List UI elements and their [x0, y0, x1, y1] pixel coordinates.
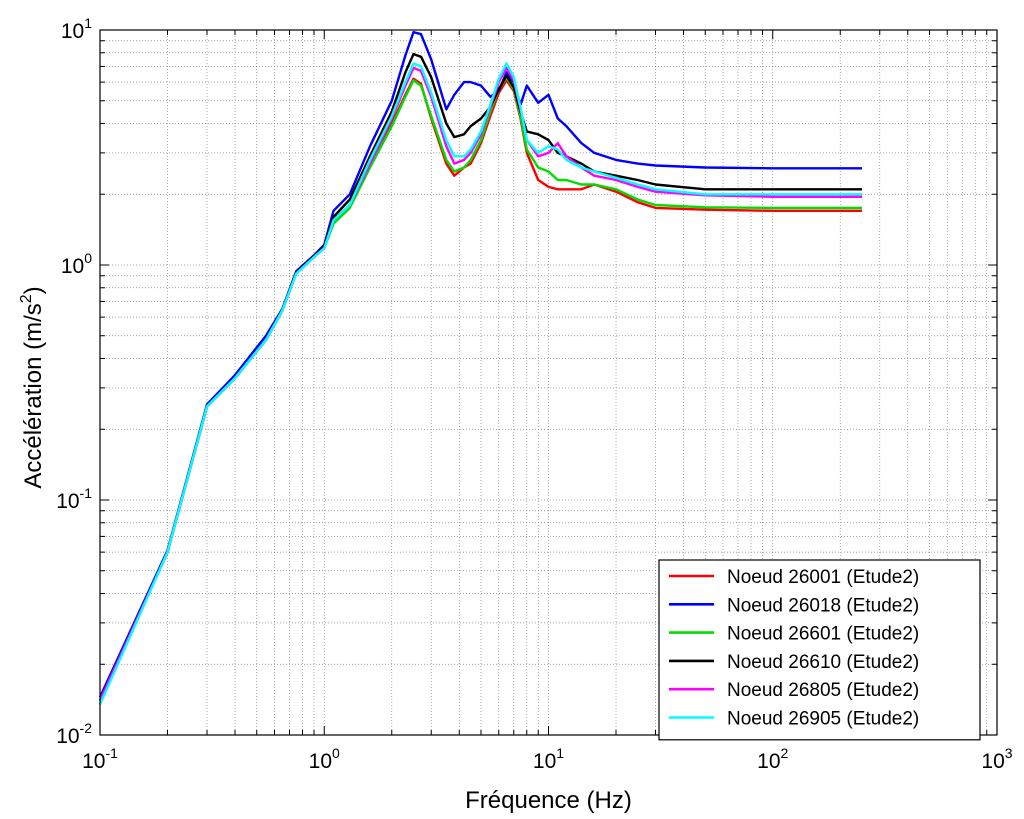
- y-tick-label-base: 10: [56, 490, 79, 513]
- x-tick-label-exp: 3: [1005, 745, 1013, 761]
- x-tick-label-exp: 2: [781, 745, 789, 761]
- x-tick-label-exp: -1: [105, 745, 118, 761]
- y-tick-label-base: 10: [56, 725, 79, 748]
- y-tick-label: 101: [61, 15, 92, 43]
- y-tick-label-exp: -2: [80, 720, 93, 736]
- legend-entry: Noeud 26610 (Etude2): [727, 652, 919, 673]
- series-line-6: [98, 62, 862, 705]
- y-tick-label-exp: 1: [84, 15, 92, 31]
- y-axis-title: Accélération (m/s2): [18, 286, 47, 488]
- legend-entry: Noeud 26805 (Etude2): [727, 680, 919, 701]
- x-tick-label-base: 10: [981, 750, 1004, 773]
- y-tick-label: 100: [61, 250, 92, 278]
- legend-entry: Noeud 26905 (Etude2): [727, 709, 919, 730]
- x-tick-label: 103: [981, 745, 1012, 773]
- x-tick-label-base: 10: [309, 750, 332, 773]
- series-lines: [98, 30, 862, 705]
- y-axis-title-close: ): [20, 286, 47, 294]
- legend: Noeud 26001 (Etude2) Noeud 26018 (Etude2)…: [658, 559, 981, 741]
- x-tick-label-base: 10: [757, 750, 780, 773]
- x-tick-label-exp: 1: [556, 745, 564, 761]
- x-tick-label-base: 10: [533, 750, 556, 773]
- x-tick-label: 100: [309, 745, 340, 773]
- y-tick-label: 10-1: [56, 485, 92, 513]
- y-tick-label-base: 10: [61, 255, 84, 278]
- y-tick-label-base: 10: [61, 20, 84, 43]
- y-axis-title-main: Accélération (m/s: [20, 303, 47, 488]
- x-axis-title: Fréquence (Hz): [465, 787, 632, 814]
- y-axis-title-sup: 2: [18, 294, 35, 303]
- y-tick-label-exp: -1: [80, 485, 93, 501]
- x-tick-label-exp: 0: [332, 745, 340, 761]
- legend-box: [658, 559, 981, 741]
- x-tick-label: 101: [533, 745, 564, 773]
- y-tick-label-exp: 0: [84, 250, 92, 266]
- legend-entry: Noeud 26601 (Etude2): [727, 624, 919, 645]
- legend-entry: Noeud 26018 (Etude2): [727, 595, 919, 616]
- legend-entry: Noeud 26001 (Etude2): [727, 567, 919, 588]
- x-tick-label-base: 10: [82, 750, 105, 773]
- y-tick-label: 10-2: [56, 720, 92, 748]
- x-tick-label: 102: [757, 745, 788, 773]
- x-tick-label: 10-1: [82, 745, 118, 773]
